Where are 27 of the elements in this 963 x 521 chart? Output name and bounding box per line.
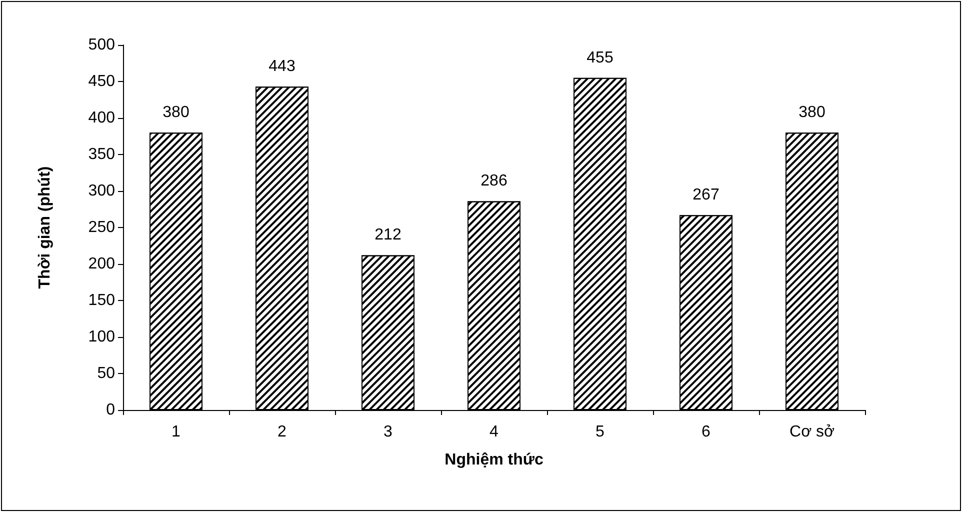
y-tick-label: 250 [88, 219, 116, 236]
y-tick-label: 350 [88, 146, 116, 163]
data-label: 380 [798, 104, 826, 122]
y-tick-label: 450 [88, 73, 116, 90]
y-axis-title: Thời gian (phút) [36, 166, 54, 289]
y-tick-label: 0 [106, 402, 116, 418]
y-tick-label: 150 [88, 292, 116, 309]
data-label: 212 [374, 226, 402, 244]
y-tick-label: 400 [88, 110, 116, 126]
data-label: 286 [480, 172, 508, 190]
y-tick-label: 50 [97, 365, 116, 382]
y-tick-label: 500 [88, 36, 116, 54]
data-label: 443 [268, 58, 296, 76]
x-tick-label: 3 [384, 424, 393, 440]
x-axis-title: Nghiệm thức [444, 452, 544, 468]
data-label: 380 [162, 104, 190, 122]
y-tick-label: 100 [88, 328, 116, 346]
data-label: 455 [586, 49, 614, 66]
x-tick-label: 4 [490, 424, 499, 440]
x-tick-label: 5 [596, 424, 605, 440]
x-tick-label: Cơ sở [790, 424, 835, 440]
x-tick-label: 6 [702, 424, 711, 440]
y-tick-label: 200 [88, 256, 116, 272]
data-label: 267 [692, 186, 720, 204]
y-tick-label: 300 [88, 182, 116, 200]
x-tick-label: 1 [172, 424, 181, 440]
x-tick-label: 2 [278, 424, 287, 440]
